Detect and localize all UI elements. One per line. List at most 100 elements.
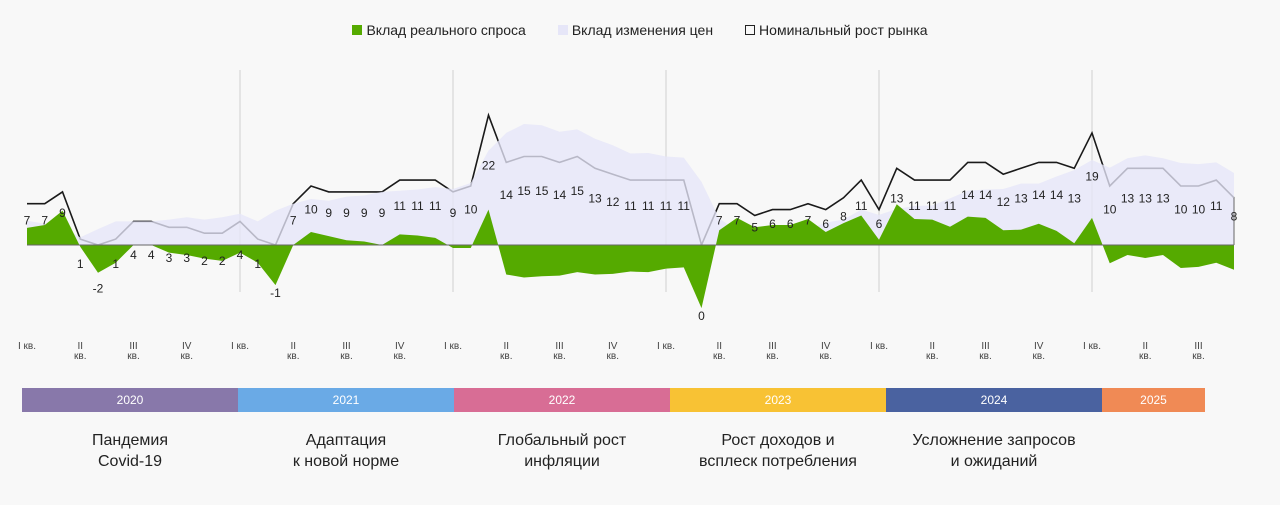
data-label: 8: [840, 210, 847, 224]
data-label: 11: [411, 199, 424, 213]
period-caption: Пандемия Covid-19: [91, 432, 169, 470]
data-label: 10: [1103, 202, 1117, 216]
quarter-tick-label: кв.: [979, 351, 991, 362]
period-caption: Усложнение запросов и ожиданий: [912, 432, 1076, 470]
quarter-tick-label: кв.: [287, 351, 299, 362]
data-label: 6: [787, 217, 794, 231]
data-label: 11: [394, 199, 407, 213]
data-label: 12: [997, 195, 1011, 209]
data-label: 11: [624, 199, 637, 213]
data-label: 11: [908, 199, 921, 213]
data-label: 4: [130, 248, 137, 262]
data-label: 4: [237, 248, 244, 262]
data-label: 7: [734, 213, 741, 227]
data-label: 15: [535, 184, 549, 198]
data-label: 9: [450, 206, 457, 220]
period-caption: Рост доходов и всплеск потребления: [699, 432, 857, 470]
data-label: 6: [822, 217, 829, 231]
data-label: 14: [979, 188, 993, 202]
quarter-tick-label: IV: [395, 341, 405, 352]
data-label: 13: [1121, 191, 1135, 205]
data-label: 7: [805, 213, 812, 227]
data-label: 6: [876, 217, 883, 231]
legend-item-real: Вклад реального спроса: [352, 22, 526, 38]
quarter-tick-label: II: [290, 341, 296, 352]
quarter-tick-label: I кв.: [444, 341, 462, 352]
data-label: 10: [304, 202, 318, 216]
quarter-tick-label: кв.: [820, 351, 832, 362]
year-segment-2021: 2021: [238, 388, 454, 412]
data-label: 11: [660, 199, 673, 213]
quarter-tick-label: кв.: [181, 351, 193, 362]
period-caption: Глобальный рост инфляции: [497, 432, 627, 470]
quarter-tick-label: кв.: [74, 351, 86, 362]
real-demand-area: [27, 204, 1234, 309]
data-label: 8: [1231, 210, 1238, 224]
data-label: 22: [482, 159, 496, 173]
quarter-tick-label: I кв.: [231, 341, 249, 352]
data-label: 7: [41, 213, 48, 227]
data-label: 11: [926, 199, 939, 213]
green-swatch-icon: [352, 25, 363, 35]
legend-label: Номинальный рост рынка: [759, 22, 928, 38]
quarter-tick-label: I кв.: [1083, 341, 1101, 352]
data-label: 4: [148, 248, 155, 262]
quarter-tick-label: II: [1142, 341, 1148, 352]
quarter-tick-label: IV: [608, 341, 618, 352]
quarter-tick-label: кв.: [127, 351, 139, 362]
data-label: 13: [1068, 191, 1082, 205]
quarter-tick-label: III: [342, 341, 350, 352]
quarter-tick-label: IV: [1034, 341, 1044, 352]
quarter-tick-label: III: [981, 341, 989, 352]
data-label: 11: [678, 199, 691, 213]
quarter-tick-label: II: [929, 341, 935, 352]
quarter-tick-label: кв.: [766, 351, 778, 362]
data-label: 10: [1174, 202, 1188, 216]
data-label: 7: [290, 213, 297, 227]
data-label: 12: [606, 195, 620, 209]
data-label: 13: [1139, 191, 1153, 205]
quarter-tick-label: кв.: [394, 351, 406, 362]
quarter-tick-label: III: [555, 341, 563, 352]
legend-item-price: Вклад изменения цен: [557, 22, 714, 38]
data-label: 0: [698, 309, 705, 323]
data-label: 9: [361, 206, 368, 220]
data-label: 1: [112, 257, 119, 271]
quarter-tick-label: II: [716, 341, 722, 352]
quarter-tick-label: кв.: [1139, 351, 1151, 362]
data-label: 11: [1210, 199, 1223, 213]
year-segment-2020: 2020: [22, 388, 238, 412]
data-label: 14: [553, 188, 567, 202]
quarter-tick-label: кв.: [713, 351, 725, 362]
year-bar: 2020 2021 2022 2023 2024 2025: [22, 388, 1205, 412]
data-label: 19: [1085, 169, 1099, 183]
data-label: 9: [379, 206, 386, 220]
quarter-tick-label: I кв.: [18, 341, 36, 352]
data-label: 2: [201, 254, 208, 268]
quarter-tick-label: кв.: [1033, 351, 1045, 362]
data-label: 14: [500, 188, 514, 202]
data-label: 7: [716, 213, 723, 227]
data-label: 10: [464, 202, 478, 216]
legend: Вклад реального спроса Вклад изменения ц…: [0, 22, 1280, 38]
legend-label: Вклад изменения цен: [571, 22, 714, 38]
data-label: 3: [166, 251, 173, 265]
quarter-tick-label: II: [77, 341, 83, 352]
data-label: 11: [642, 199, 655, 213]
data-label: 14: [961, 188, 975, 202]
data-label: 3: [183, 251, 190, 265]
quarter-tick-label: III: [1194, 341, 1202, 352]
quarter-tick-label: II: [503, 341, 509, 352]
data-label: 2: [219, 254, 226, 268]
data-label: 10: [1192, 202, 1206, 216]
data-label: 9: [343, 206, 350, 220]
quarter-tick-label: кв.: [340, 351, 352, 362]
quarter-tick-label: III: [129, 341, 137, 352]
data-label: 13: [588, 191, 602, 205]
data-label: 14: [1032, 188, 1046, 202]
quarter-tick-label: кв.: [1192, 351, 1204, 362]
outline-swatch-icon: [745, 25, 756, 35]
quarter-tick-label: кв.: [607, 351, 619, 362]
